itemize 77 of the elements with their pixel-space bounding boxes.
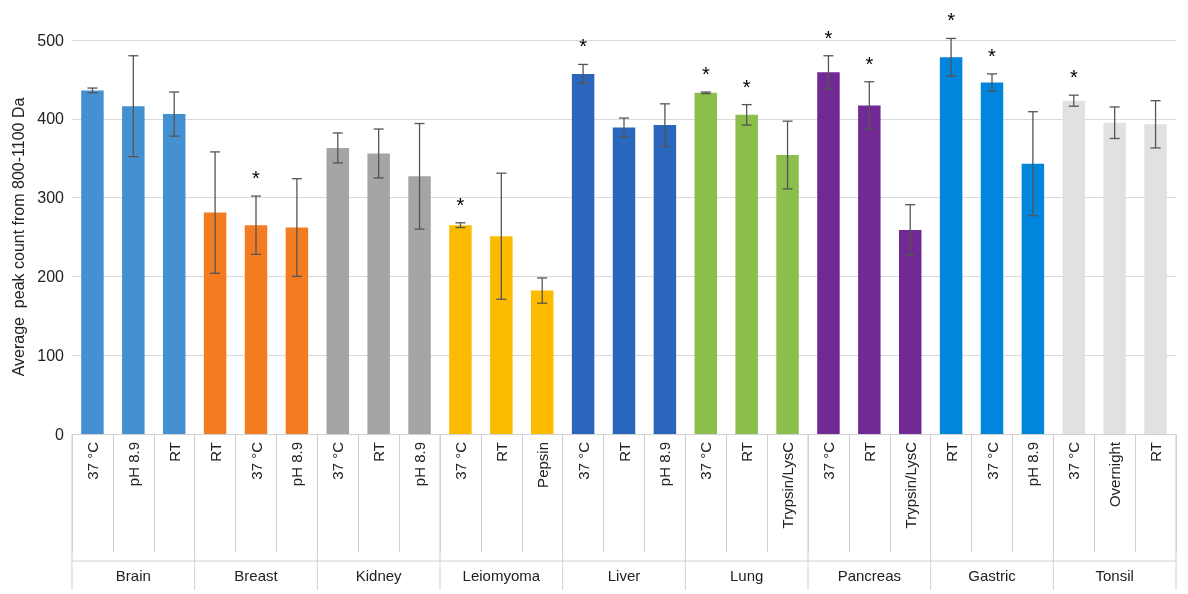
y-tick-label: 400 xyxy=(37,110,65,128)
x-tick-label: Trypsin/LysC xyxy=(901,441,919,529)
data-label: * xyxy=(988,44,997,67)
x-tick-label: pH 8.9 xyxy=(411,442,429,487)
x-tick-label: 37 °C xyxy=(697,441,715,480)
bar xyxy=(367,153,390,434)
bar xyxy=(490,236,513,434)
x-tick-label: Trypsin/LysC xyxy=(779,441,797,529)
data-label: * xyxy=(701,63,710,86)
x-tick-label: RT xyxy=(738,442,756,462)
x-tick-label: RT xyxy=(860,442,878,462)
x-tick-label: Pepsin xyxy=(533,442,551,488)
x-tick-label: pH 8.9 xyxy=(124,442,142,487)
text: Brain xyxy=(115,567,151,584)
bar xyxy=(735,114,758,434)
y-tick-label: 100 xyxy=(37,346,65,364)
x-tick-label: 37 °C xyxy=(329,441,347,480)
text: Kidney xyxy=(355,567,403,584)
bar xyxy=(898,229,922,434)
bar xyxy=(530,290,554,434)
bar xyxy=(1021,163,1045,434)
bar xyxy=(408,176,431,434)
text: Liver xyxy=(607,567,641,584)
data-label: * xyxy=(1069,66,1078,89)
bar xyxy=(122,106,145,434)
x-tick-label: 37 °C xyxy=(247,441,265,480)
bar xyxy=(162,114,186,434)
x-tick-label: RT xyxy=(615,442,633,462)
x-tick-label: pH 8.9 xyxy=(1024,442,1042,487)
x-tick-label: 37 °C xyxy=(983,441,1001,480)
bar xyxy=(776,155,799,434)
text: Leiomyoma xyxy=(462,567,541,584)
text: Tonsil xyxy=(1095,567,1134,584)
x-tick-label: 37 °C xyxy=(1065,441,1083,480)
x-tick-label: 37 °C xyxy=(574,441,592,480)
bar xyxy=(694,92,718,434)
x-tick-label: RT xyxy=(370,442,388,462)
x-tick-label: 37 °C xyxy=(451,441,469,480)
bar xyxy=(285,227,309,434)
x-tick-label: pH 8.9 xyxy=(288,442,306,487)
data-label: * xyxy=(824,26,833,49)
data-label: * xyxy=(456,193,465,216)
x-tick-label: RT xyxy=(1147,442,1165,462)
y-tick-label: 200 xyxy=(37,267,65,285)
text: Pancreas xyxy=(837,567,902,584)
bar xyxy=(81,90,104,434)
text: Lung xyxy=(729,567,764,584)
data-label: * xyxy=(947,9,956,32)
x-tick-label: RT xyxy=(165,442,183,462)
x-tick-label: RT xyxy=(206,442,224,462)
x-tick-label: Overnight xyxy=(1106,441,1124,508)
x-tick-label: 37 °C xyxy=(819,441,837,480)
bar xyxy=(817,72,840,434)
data-label: * xyxy=(252,167,261,190)
text: Gastric xyxy=(968,567,1017,584)
x-tick-label: pH 8.9 xyxy=(656,442,674,487)
x-tick-label: 37 °C xyxy=(83,441,101,480)
x-tick-label: RT xyxy=(942,442,960,462)
y-tick-label: 500 xyxy=(37,31,65,49)
bar xyxy=(203,212,227,434)
bar xyxy=(326,147,350,434)
y-tick-label: 300 xyxy=(37,189,65,207)
x-tick-label: RT xyxy=(492,442,510,462)
data-label: * xyxy=(865,52,874,75)
bar xyxy=(571,73,595,434)
text: Breast xyxy=(234,567,279,584)
bar xyxy=(980,82,1004,434)
bar xyxy=(939,57,963,434)
y-axis-title: Average peak count from 800-1100 Da xyxy=(9,97,27,377)
data-label: * xyxy=(579,35,588,58)
bar xyxy=(244,225,268,434)
y-tick-label: 0 xyxy=(55,425,65,443)
bar xyxy=(449,225,472,434)
bar xyxy=(653,125,677,434)
bar xyxy=(612,127,636,434)
data-label: * xyxy=(742,75,751,98)
bar xyxy=(858,105,881,434)
